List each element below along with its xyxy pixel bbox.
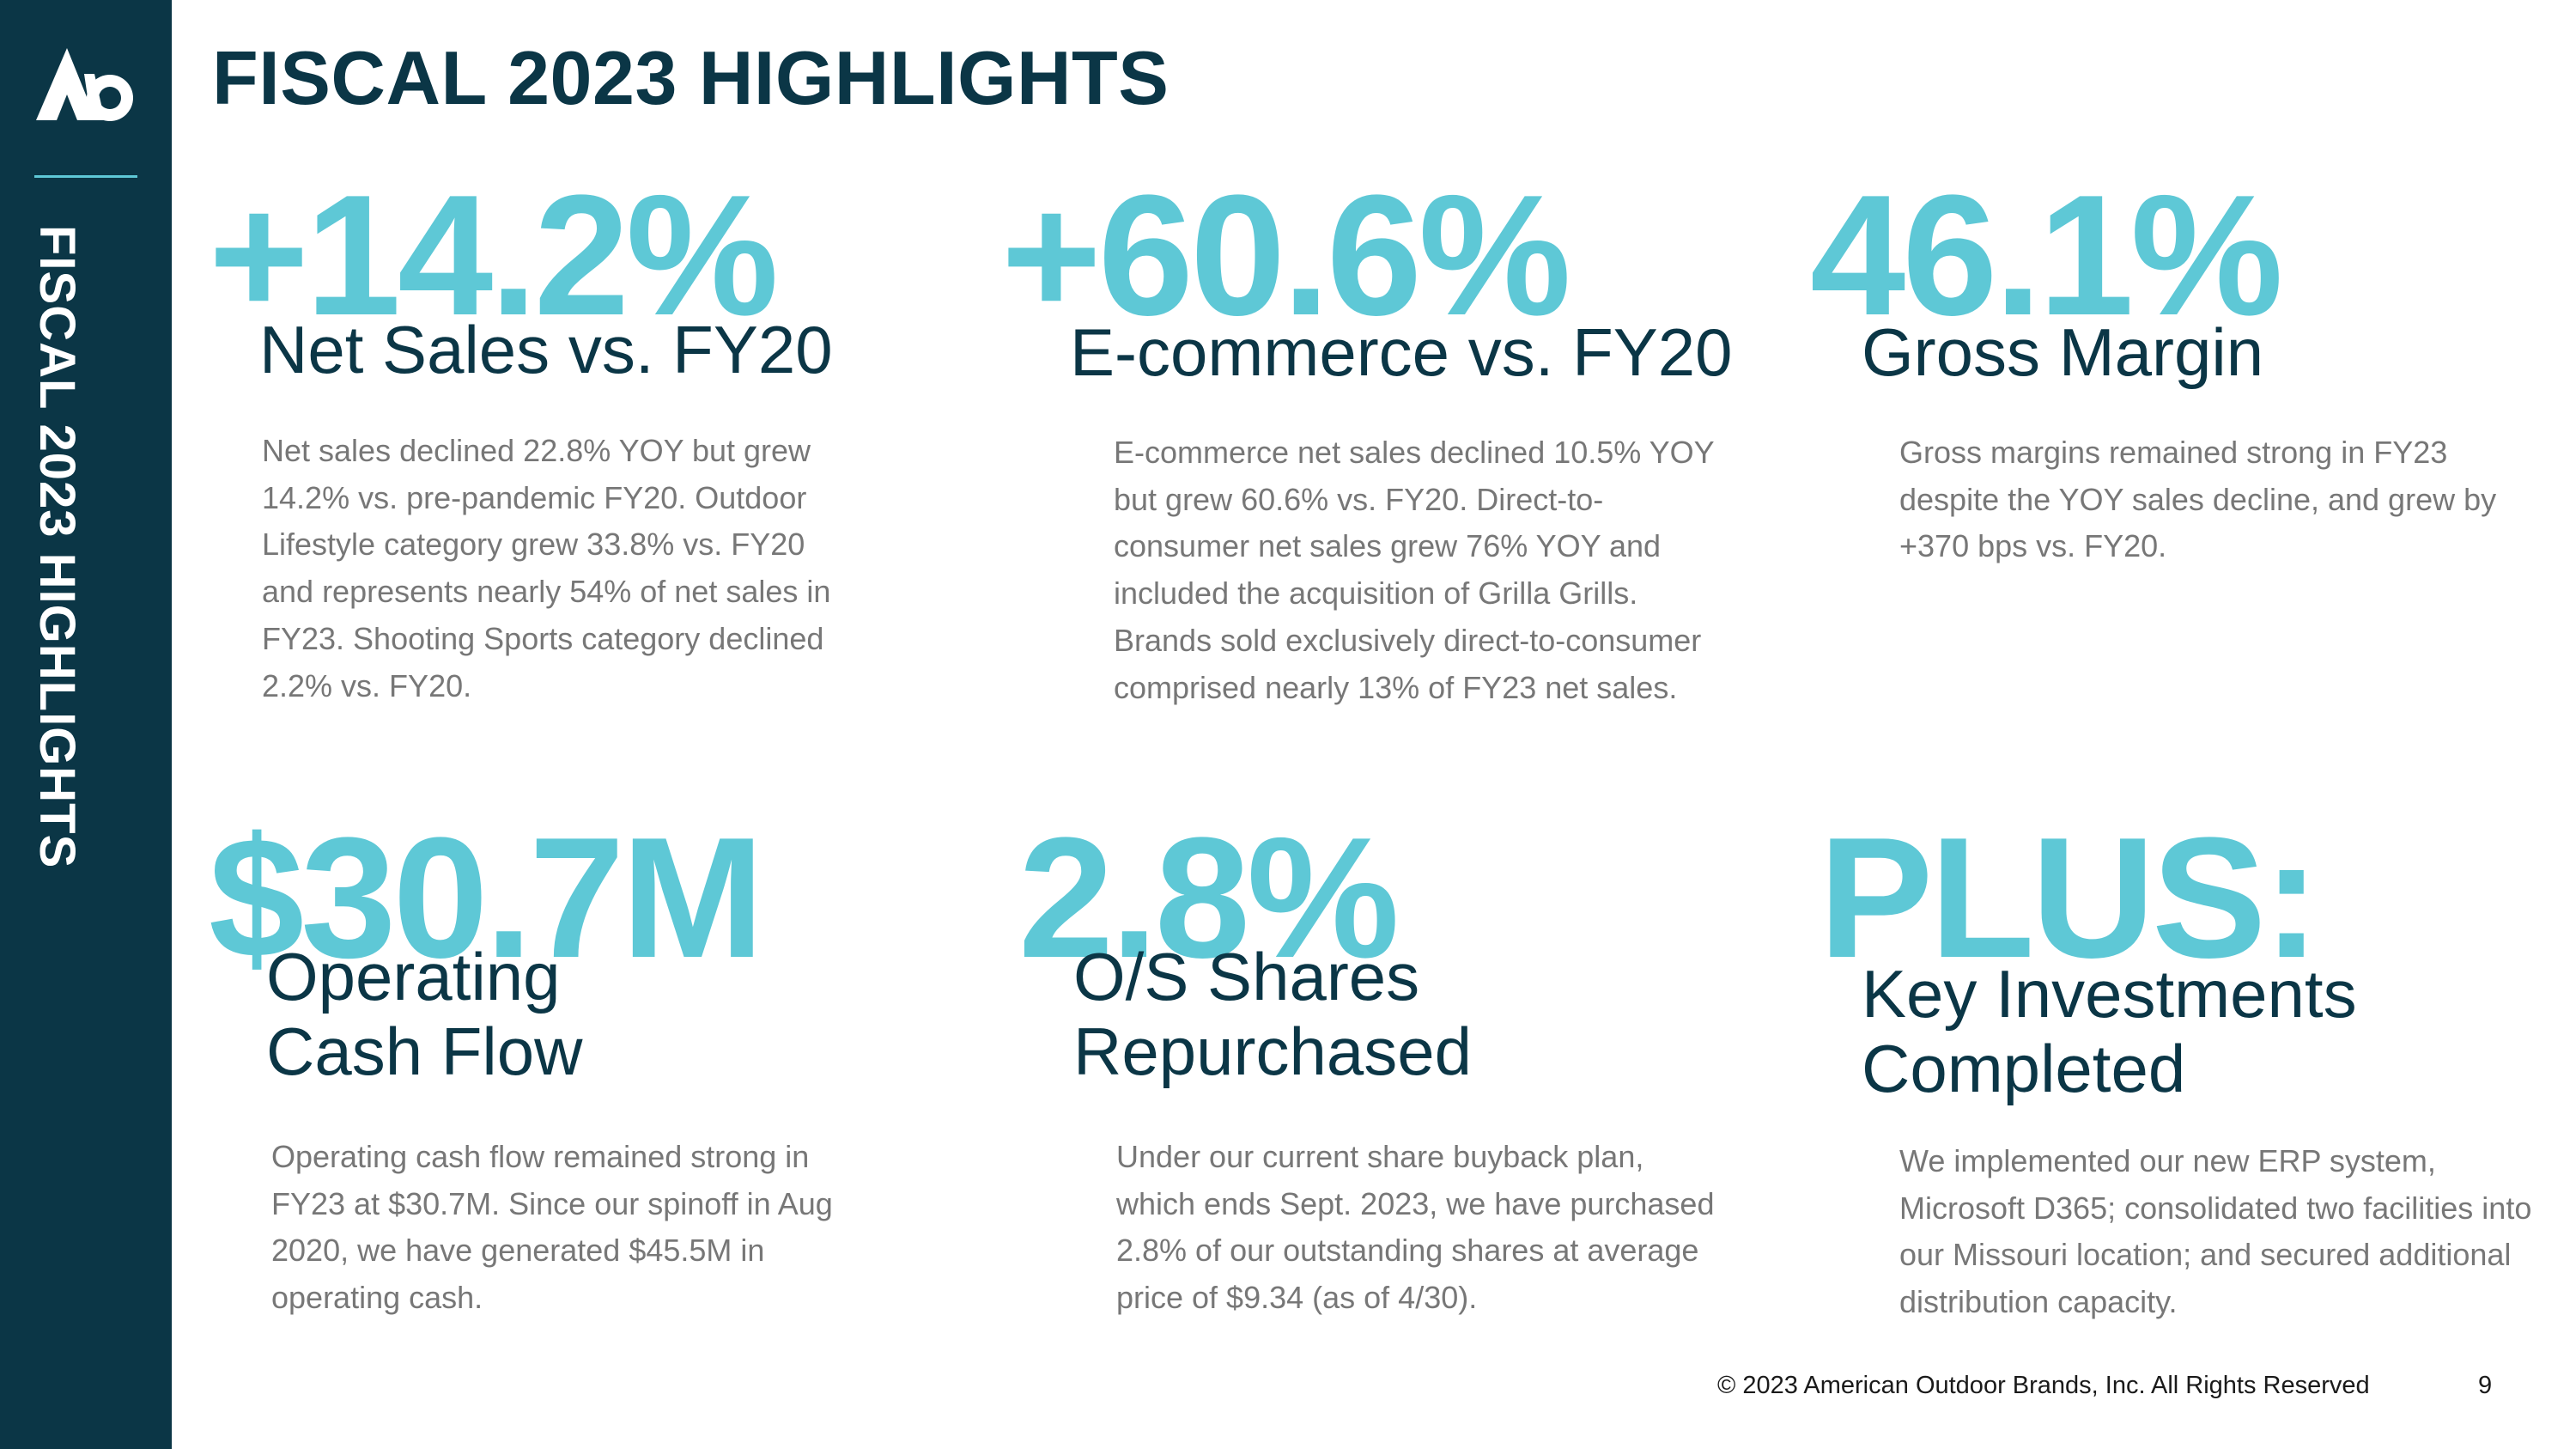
- sidebar-section-label: FISCAL 2023 HIGHLIGHTS: [29, 225, 85, 869]
- highlight-description: Under our current share buyback plan, wh…: [1116, 1139, 1715, 1316]
- copyright-footer: © 2023 American Outdoor Brands, Inc. All…: [1717, 1372, 2370, 1399]
- highlight-label-line-1: O/S Shares: [1073, 939, 1420, 1014]
- highlight-value: +14.2%: [209, 160, 779, 351]
- logo-divider: [34, 175, 137, 178]
- highlight-description: Operating cash flow remained strong in F…: [271, 1139, 833, 1316]
- highlight-value: +60.6%: [1001, 160, 1571, 351]
- highlight-label: E-commerce vs. FY20: [1070, 314, 1733, 390]
- company-logo-icon: [36, 48, 133, 121]
- highlight-label: Net Sales vs. FY20: [259, 312, 833, 387]
- highlight-value: $30.7M: [209, 802, 764, 994]
- sidebar: FISCAL 2023 HIGHLIGHTS: [0, 0, 172, 1449]
- highlight-label-line-1: Key Investments: [1862, 956, 2357, 1032]
- highlight-value: 2.8%: [1018, 802, 1400, 994]
- highlight-label-line-2: Completed: [1862, 1031, 2186, 1106]
- highlight-label: Gross Margin: [1862, 314, 2264, 390]
- page-title: FISCAL 2023 HIGHLIGHTS: [212, 35, 1170, 120]
- highlight-description: Gross margins remained strong in FY23 de…: [1899, 435, 2497, 564]
- page-number: 9: [2478, 1372, 2493, 1399]
- highlight-label-line-2: Cash Flow: [266, 1014, 583, 1089]
- highlight-value: 46.1%: [1810, 160, 2283, 351]
- highlight-description: Net sales declined 22.8% YOY but grew 14…: [262, 433, 831, 703]
- highlight-value: PLUS:: [1819, 802, 2320, 994]
- highlight-description: We implemented our new ERP system, Micro…: [1899, 1143, 2532, 1320]
- highlight-description: E-commerce net sales declined 10.5% YOY …: [1114, 435, 1715, 705]
- highlight-label-line-1: Operating: [266, 939, 561, 1014]
- highlight-label-line-2: Repurchased: [1073, 1014, 1472, 1089]
